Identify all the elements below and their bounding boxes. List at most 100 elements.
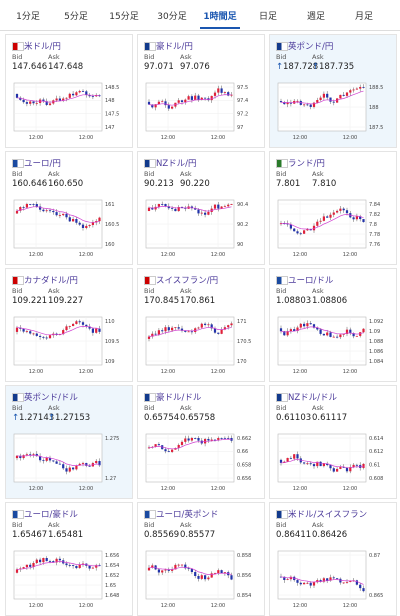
candle xyxy=(286,223,289,225)
tab[interactable]: 1分足 xyxy=(16,12,40,22)
bid-value: 0.85569 xyxy=(144,530,180,540)
currency-card[interactable]: NZドル/円 Bid Ask 90.213 90.220 90.4 90.2 90 12:00 1… xyxy=(137,151,265,265)
y-tick-label: 0.61 xyxy=(369,462,380,468)
candle xyxy=(184,438,187,442)
candle xyxy=(187,568,190,570)
x-tick-label: 12:00 xyxy=(211,369,225,375)
ask-label: Ask xyxy=(180,521,192,529)
y-tick-label: 0.662 xyxy=(237,436,251,442)
currency-card[interactable]: ユーロ/円 Bid Ask 160.646 160.650 161 160.5 160 12:0… xyxy=(5,151,133,265)
tab[interactable]: 月足 xyxy=(354,12,373,22)
currency-card[interactable]: 豪ドル/円 Bid Ask 97.071 97.076 97.5 97.4 97.2 97 12:… xyxy=(137,34,265,148)
candle xyxy=(78,463,81,466)
currency-card[interactable]: ユーロ/英ポンド Bid Ask 0.85569 0.85577 0.858 0.856 0.… xyxy=(137,502,265,616)
x-tick-label: 12:00 xyxy=(79,369,93,375)
moving-average xyxy=(148,206,232,212)
ask-label: Ask xyxy=(48,287,60,295)
candle xyxy=(296,580,299,583)
y-tick-label: 148 xyxy=(105,98,115,104)
candle xyxy=(210,573,213,578)
flag-icon xyxy=(144,276,156,285)
bid-value: 109.221 xyxy=(12,296,48,306)
y-tick-label: 7.8 xyxy=(369,222,377,228)
mini-chart: 188.5 188 187.5 12:00 12:00 xyxy=(277,82,383,141)
candle xyxy=(204,323,207,325)
candle xyxy=(312,102,316,107)
candle xyxy=(352,217,355,220)
ask-value: 0.61117 xyxy=(312,413,348,423)
bid-value: 187.728 xyxy=(283,62,319,72)
candle xyxy=(85,324,88,327)
currency-card[interactable]: 米ドル/スイスフラン Bid Ask 0.86411 0.86426 0.87 0.865 1… xyxy=(269,502,397,616)
currency-card[interactable]: ユーロ/ドル Bid Ask 1.08803 1.08806 1.092 1.09 1.088… xyxy=(269,268,397,382)
pair-name: ランド/円 xyxy=(288,159,325,169)
candle xyxy=(283,223,286,225)
y-tick-label: 188.5 xyxy=(369,85,383,91)
y-tick-label: 1.086 xyxy=(369,349,383,355)
y-tick-label: 7.76 xyxy=(369,242,380,248)
flag-icon xyxy=(276,159,288,168)
y-tick-label: 147.5 xyxy=(105,111,119,117)
candle xyxy=(359,216,362,220)
candle xyxy=(180,564,184,566)
tab[interactable]: 1時間足 xyxy=(200,9,240,29)
currency-card[interactable]: 豪ドル/ドル Bid Ask 0.65754 0.65758 0.662 0.66 0.658… xyxy=(137,385,265,499)
y-tick-label: 0.865 xyxy=(369,593,383,599)
candle xyxy=(309,582,312,586)
x-tick-label: 12:00 xyxy=(29,135,43,141)
candle xyxy=(88,465,91,467)
x-tick-label: 12:00 xyxy=(79,135,93,141)
tab[interactable]: 5分足 xyxy=(64,12,88,22)
candle xyxy=(362,588,365,592)
tab[interactable]: 30分足 xyxy=(157,12,187,22)
candle xyxy=(42,558,45,563)
candle xyxy=(286,579,289,581)
currency-card[interactable]: ユーロ/豪ドル Bid Ask 1.65467 1.65481 1.656 1.654 1.6… xyxy=(5,502,133,616)
candle xyxy=(220,438,223,439)
candle xyxy=(184,564,187,569)
up-arrow: ↑ xyxy=(48,413,56,423)
chart-frame xyxy=(145,433,235,483)
x-tick-label: 12:00 xyxy=(211,603,225,609)
candle xyxy=(299,582,302,585)
candle xyxy=(167,569,170,571)
currency-card[interactable]: ランド/円 Bid Ask 7.801 7.810 7.84 7.82 7.8 7.78 7.76… xyxy=(269,151,397,265)
candle xyxy=(35,559,38,563)
candle xyxy=(286,331,289,336)
candle xyxy=(326,216,329,218)
flag-icon xyxy=(144,393,156,402)
moving-average xyxy=(148,326,232,337)
mini-chart: 1.092 1.09 1.088 1.086 1.084 12:00 12:00 xyxy=(277,316,383,375)
candle xyxy=(22,328,25,332)
candle xyxy=(230,204,233,205)
ask-value: 90.220 xyxy=(180,179,210,189)
candle xyxy=(342,208,345,211)
candle xyxy=(279,223,283,225)
currency-card[interactable]: スイスフラン/円 Bid Ask 170.845 170.861 171 170.5 170 1… xyxy=(137,268,265,382)
candle xyxy=(157,204,160,207)
currency-card[interactable]: 英ポンド/円 Bid Ask ↑ 187.728 ↑ 187.735 188.5 188 187.… xyxy=(269,34,397,148)
ask-label: Ask xyxy=(48,404,60,412)
tab[interactable]: 日足 xyxy=(258,12,277,22)
currency-card[interactable]: カナダドル/円 Bid Ask 109.221 109.227 110 109.5 109 12… xyxy=(5,268,133,382)
currency-card[interactable]: 米ドル/円 Bid Ask 147.646 147.648 148.5 148 147.5 14… xyxy=(5,34,133,148)
candle xyxy=(289,457,292,459)
tab[interactable]: 15分足 xyxy=(109,12,139,22)
moving-average xyxy=(280,326,364,335)
candle xyxy=(289,224,292,229)
candle xyxy=(157,569,160,573)
candle xyxy=(180,328,184,331)
y-tick-label: 171 xyxy=(237,319,247,325)
candle xyxy=(147,207,151,212)
candle xyxy=(81,91,85,92)
candle xyxy=(312,464,316,467)
currency-card[interactable]: 英ポンド/ドル Bid Ask ↑ 1.27143 ↑ 1.27153 1.275 1.27 12… xyxy=(5,385,133,499)
candle xyxy=(223,206,226,208)
candle xyxy=(204,575,207,580)
pair-name: スイスフラン/円 xyxy=(156,276,219,286)
candle xyxy=(48,457,52,461)
candle xyxy=(55,558,58,563)
candle xyxy=(42,209,45,212)
currency-card[interactable]: NZドル/ドル Bid Ask 0.61103 0.61117 0.614 0.612 0.6… xyxy=(269,385,397,499)
tab[interactable]: 週足 xyxy=(306,12,325,22)
